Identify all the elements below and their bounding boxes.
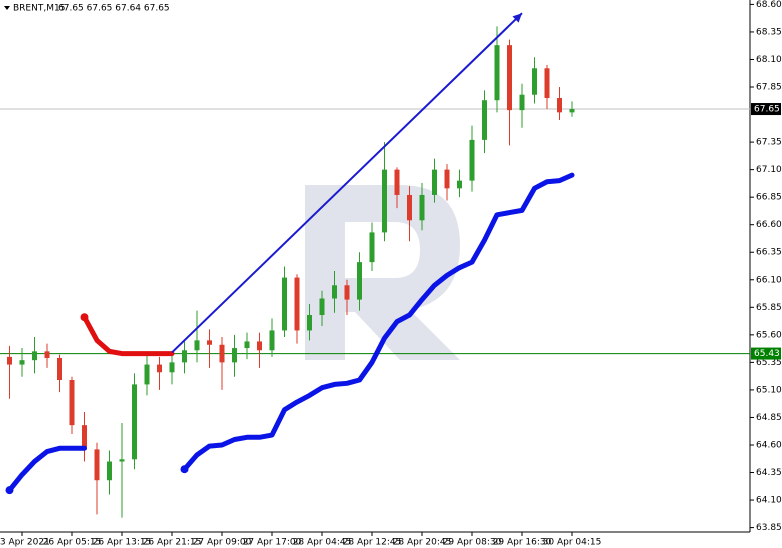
y-tick-label: 65.35: [756, 358, 782, 368]
y-tick-label: 68.60: [756, 0, 782, 10]
candle-body: [557, 98, 562, 113]
y-tick-label: 67.35: [756, 138, 782, 148]
candle-body: [69, 380, 75, 426]
candle-body: [344, 285, 350, 300]
candle-body: [294, 277, 300, 331]
x-tick-label: 29 Apr 08:30: [443, 538, 502, 548]
candle-body: [44, 351, 50, 358]
candle-body: [532, 68, 537, 95]
candle-body: [7, 356, 12, 365]
x-tick-label: 26 Apr 05:15: [43, 538, 102, 548]
y-tick-label: 68.10: [756, 55, 782, 65]
price-label-box: [751, 103, 781, 116]
y-tick-label: 67.85: [756, 83, 782, 93]
price-label: 67.65: [754, 105, 780, 115]
indicator-end: [5, 486, 14, 495]
y-tick-label: 66.35: [756, 248, 782, 258]
candle-body: [57, 357, 62, 380]
candle-body: [32, 351, 37, 361]
y-tick-label: 64.60: [756, 440, 782, 450]
candle-body: [519, 94, 525, 111]
candle-body: [107, 461, 112, 481]
y-tick-label: 65.60: [756, 330, 782, 340]
x-tick-label: 29 Apr 16:30: [493, 538, 552, 548]
candle-body: [494, 45, 500, 101]
indicator-end: [80, 313, 89, 322]
candle-body: [457, 180, 462, 189]
x-tick-label: 28 Apr 12:45: [343, 538, 402, 548]
candle-body: [232, 348, 237, 363]
watermark: [305, 185, 460, 360]
candle-body: [544, 68, 550, 99]
candle-body: [394, 169, 400, 195]
y-tick-label: 64.35: [756, 468, 782, 478]
candle-body: [332, 285, 337, 299]
x-tick-label: 26 Apr 13:15: [93, 538, 152, 548]
candle-body: [319, 298, 325, 316]
candle-body: [194, 340, 200, 351]
y-tick-label: 66.60: [756, 220, 782, 230]
candle-body: [82, 425, 87, 450]
candle-body: [157, 364, 162, 373]
indicator-end: [180, 465, 189, 474]
x-tick-label: 30 Apr 04:15: [543, 538, 602, 548]
candle-body: [419, 194, 425, 221]
candle-body: [382, 169, 387, 233]
candle-body: [132, 384, 137, 460]
x-tick-label: 23 Apr 2021: [0, 538, 50, 548]
candle-body: [469, 139, 475, 181]
y-tick-label: 68.35: [756, 27, 782, 37]
x-tick-label: 28 Apr 20:45: [393, 538, 452, 548]
candle-body: [569, 109, 575, 113]
x-tick-label: 28 Apr 04:45: [293, 538, 352, 548]
candle-body: [244, 341, 250, 349]
candle-body: [219, 344, 225, 363]
y-tick-label: 66.10: [756, 275, 782, 285]
y-tick-label: 67.10: [756, 165, 782, 175]
candle-body: [369, 232, 375, 263]
candle-body: [94, 449, 100, 481]
level-label: 65.43: [754, 349, 780, 359]
x-tick-label: 27 Apr 09:00: [193, 538, 252, 548]
y-tick-label: 66.85: [756, 193, 782, 203]
candle-body: [357, 262, 362, 300]
y-tick-label: 63.85: [756, 523, 782, 533]
y-tick-label: 65.10: [756, 385, 782, 395]
candle-body: [444, 169, 450, 189]
candle-body: [407, 194, 412, 221]
x-tick-label: 26 Apr 21:15: [143, 538, 202, 548]
y-tick-label: 65.85: [756, 303, 782, 313]
indicator-line: [182, 172, 575, 472]
ohlc-info: 67.65 67.65 67.64 67.65: [58, 4, 170, 14]
indicator-line: [82, 314, 175, 357]
chart-title: BRENT,M15: [13, 4, 65, 14]
candle-body: [207, 340, 212, 345]
indicator-line: [7, 445, 87, 493]
candle-body: [169, 362, 175, 373]
candle-body: [482, 100, 487, 140]
candle-body: [257, 341, 262, 351]
trendline-arrow: [512, 13, 522, 23]
menu-icon[interactable]: [4, 6, 10, 10]
candle-body: [144, 364, 150, 385]
candle-body: [307, 315, 312, 331]
candle-body: [282, 277, 287, 331]
candle-body: [19, 360, 25, 365]
y-tick-label: 64.10: [756, 496, 782, 506]
trendline: [171, 12, 523, 354]
candle-body: [269, 330, 275, 351]
y-tick-label: 64.85: [756, 413, 782, 423]
level-label-box: [751, 347, 781, 360]
candle-body: [182, 350, 187, 363]
candle-body: [507, 45, 512, 111]
candle-body: [119, 459, 125, 462]
x-tick-label: 27 Apr 17:00: [243, 538, 302, 548]
candle-body: [432, 169, 437, 195]
